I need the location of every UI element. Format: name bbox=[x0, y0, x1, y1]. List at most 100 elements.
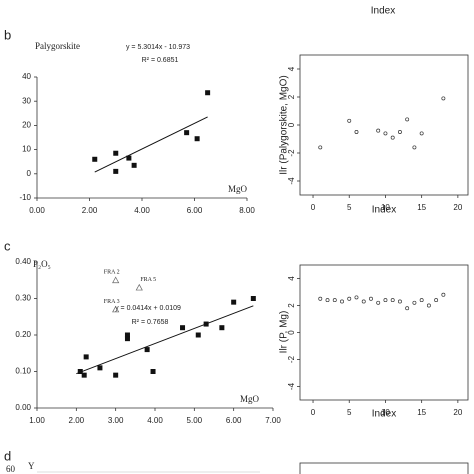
x-axis-label: Index bbox=[372, 409, 396, 420]
point bbox=[195, 332, 201, 338]
y-tick-label: 40 bbox=[22, 72, 31, 81]
x-tick-label: 7.00 bbox=[265, 416, 281, 425]
y-tick-label: 0 bbox=[287, 330, 296, 335]
point bbox=[405, 117, 410, 122]
point bbox=[144, 347, 150, 353]
partial-frame bbox=[299, 462, 469, 474]
y-tick-label: 30 bbox=[22, 96, 31, 105]
x-axis-label: MgO bbox=[228, 184, 248, 194]
x-tick-label: 10 bbox=[381, 203, 390, 212]
panel-label: b bbox=[4, 27, 11, 42]
point bbox=[77, 369, 83, 374]
point bbox=[405, 306, 410, 311]
point bbox=[184, 130, 190, 136]
partial-text: 60 bbox=[6, 464, 16, 474]
y-tick-label: -2 bbox=[287, 149, 296, 157]
point-label: FRA 5 bbox=[140, 277, 156, 283]
y-tick-label: 0 bbox=[27, 169, 32, 178]
y-tick-label: -2 bbox=[287, 355, 296, 363]
point bbox=[124, 336, 130, 342]
point bbox=[383, 298, 388, 303]
y-tick-label: 0.10 bbox=[15, 367, 31, 376]
point bbox=[126, 155, 132, 161]
x-tick-label: 2.00 bbox=[82, 206, 98, 215]
point bbox=[354, 130, 359, 134]
point bbox=[124, 332, 130, 338]
equation: y = 0.0414x + 0.0109 bbox=[115, 305, 181, 312]
x-tick-label: 4.00 bbox=[134, 206, 150, 215]
point-label: FRA 2 bbox=[104, 270, 120, 276]
trendline bbox=[76, 305, 254, 375]
x-tick-label: 15 bbox=[417, 203, 426, 212]
point bbox=[112, 276, 120, 284]
point bbox=[203, 321, 209, 327]
point bbox=[318, 145, 323, 150]
point bbox=[318, 296, 323, 301]
x-tick-label: 8.00 bbox=[239, 206, 255, 215]
point bbox=[361, 299, 366, 304]
x-tick-label: 10 bbox=[381, 408, 390, 417]
y-tick-label: 10 bbox=[22, 145, 31, 154]
point bbox=[205, 90, 211, 96]
point bbox=[369, 296, 373, 301]
y-tick-label: 20 bbox=[22, 121, 31, 130]
plot-frame bbox=[299, 264, 469, 401]
point bbox=[347, 118, 352, 123]
point bbox=[83, 354, 89, 360]
y-tick-label: 0.40 bbox=[15, 257, 31, 266]
point bbox=[219, 325, 225, 331]
x-tick-label: 0.00 bbox=[29, 206, 45, 215]
x-tick-label: 6.00 bbox=[226, 416, 242, 425]
x-tick-label: 6.00 bbox=[187, 206, 203, 215]
y-tick-label: 2 bbox=[287, 94, 296, 99]
x-tick-label: 5.00 bbox=[187, 416, 203, 425]
x-tick-label: 5 bbox=[347, 408, 352, 417]
point bbox=[131, 162, 137, 168]
y-tick-label: 4 bbox=[287, 276, 296, 281]
point bbox=[250, 296, 256, 301]
point bbox=[376, 128, 381, 133]
header-label: Index bbox=[371, 6, 395, 17]
x-tick-label: 20 bbox=[453, 408, 462, 417]
y-tick-label: -4 bbox=[287, 382, 296, 390]
point bbox=[383, 131, 388, 136]
point bbox=[81, 372, 87, 378]
y-axis-label: Ilr (Palygorskite, MgO) bbox=[279, 75, 290, 174]
point bbox=[434, 298, 439, 303]
y-tick-label: -4 bbox=[287, 177, 296, 185]
x-tick-label: 3.00 bbox=[108, 416, 124, 425]
x-axis-label: MgO bbox=[240, 394, 260, 404]
point bbox=[419, 131, 424, 136]
y-tick-label: 0.20 bbox=[15, 330, 31, 339]
point bbox=[347, 296, 352, 301]
point bbox=[412, 145, 417, 150]
y-tick-label: -10 bbox=[19, 193, 31, 202]
point bbox=[97, 365, 103, 371]
y-axis-label: Ilr (P, Mg) bbox=[279, 311, 290, 354]
point bbox=[426, 303, 431, 308]
point bbox=[419, 298, 424, 303]
x-tick-label: 0 bbox=[311, 408, 316, 417]
plot-frame bbox=[299, 54, 469, 196]
point bbox=[180, 325, 186, 331]
point bbox=[113, 150, 119, 156]
point bbox=[135, 283, 143, 291]
y-axis-label: P₂O₅ bbox=[33, 259, 51, 269]
x-axis-label: Index bbox=[372, 205, 396, 216]
point bbox=[194, 136, 200, 142]
point bbox=[397, 299, 402, 304]
point bbox=[113, 168, 119, 174]
point bbox=[150, 369, 156, 374]
point bbox=[441, 292, 446, 297]
equation: y = 5.3014x - 10.973 bbox=[126, 44, 190, 51]
y-tick-label: 4 bbox=[287, 66, 296, 71]
point bbox=[412, 300, 417, 305]
r-squared: R² = 0.7658 bbox=[132, 319, 169, 326]
x-tick-label: 5 bbox=[347, 203, 352, 212]
point bbox=[390, 135, 395, 140]
x-tick-label: 15 bbox=[417, 408, 426, 417]
point bbox=[332, 298, 337, 303]
x-tick-label: 2.00 bbox=[69, 416, 85, 425]
x-tick-label: 1.00 bbox=[29, 416, 45, 425]
